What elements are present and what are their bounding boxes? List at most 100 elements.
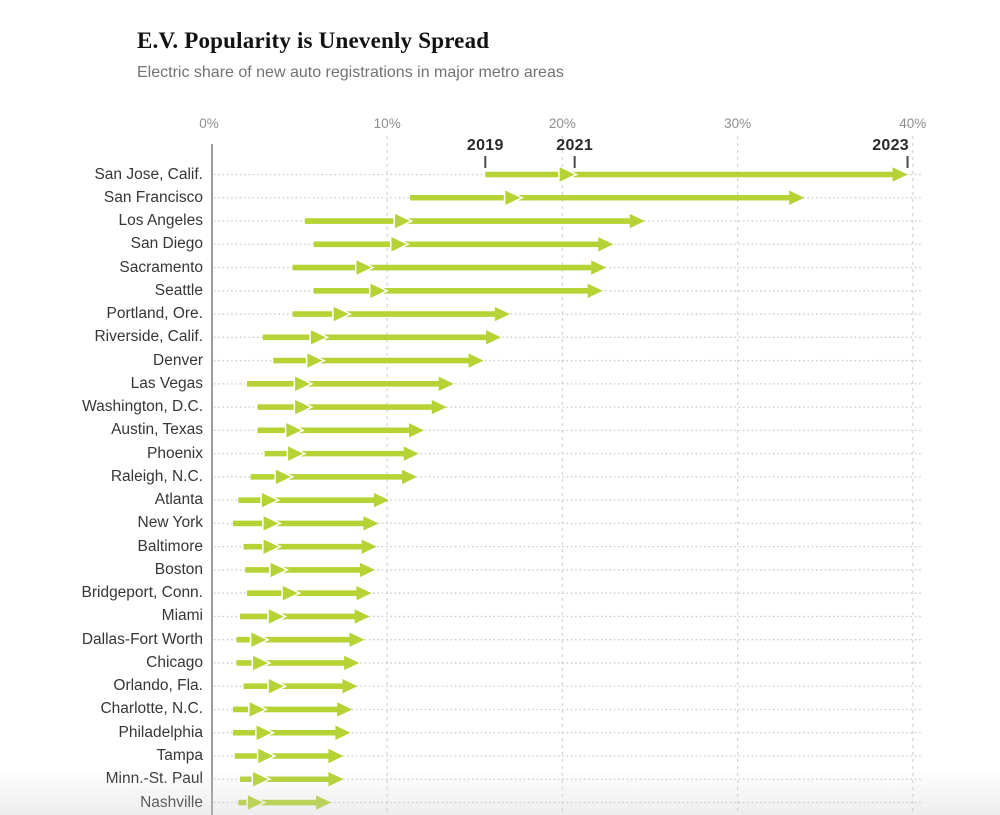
arrow-row-austin-texas [214,420,921,440]
arrow-row-sacramento [214,257,921,278]
arrowhead-2023 [373,492,389,508]
arrowhead-2023 [892,167,908,182]
arrow-row-las-vegas [214,374,921,394]
arrowhead-2023 [316,795,332,810]
arrowhead-2023 [328,748,344,764]
arrowhead-2021 [558,164,579,185]
row-label-new-york: New York [137,514,203,532]
arrow-row-tampa [214,746,921,766]
row-label-baltimore: Baltimore [137,537,203,555]
arrowhead-2021 [368,281,389,301]
row-label-dallas-fort-worth: Dallas-Fort Worth [81,630,203,648]
arrowhead-2021 [256,746,277,766]
arrowhead-2021 [284,420,305,440]
arrow-row-boston [214,560,921,580]
row-label-charlotte-n-c: Charlotte, N.C. [100,700,203,718]
row-label-raleigh-n-c: Raleigh, N.C. [110,467,203,485]
arrowhead-2023 [438,376,454,392]
arrowhead-2021 [293,397,314,417]
row-label-nashville: Nashville [140,793,203,811]
arrow-row-washington-d-c [214,397,921,417]
arrowhead-2021 [249,630,270,650]
row-label-san-diego: San Diego [130,235,203,253]
arrowhead-2023 [359,562,375,578]
row-label-san-jose-calif: San Jose, Calif. [94,165,203,183]
row-label-phoenix: Phoenix [146,444,203,462]
arrowhead-2021 [286,444,307,464]
arrowhead-2023 [401,469,417,485]
arrow-row-san-francisco [214,188,921,208]
arrowhead-2023 [363,516,379,531]
arrowhead-2021 [293,374,314,394]
chart-title: E.V. Popularity is Unevenly Spread [137,28,490,53]
arrowhead-2023 [468,353,484,368]
arrowhead-2023 [789,190,805,205]
row-label-seattle: Seattle [154,281,203,299]
row-label-bridgeport-conn: Bridgeport, Conn. [81,584,204,602]
arrow-row-philadelphia [214,723,921,743]
row-label-austin-texas: Austin, Texas [111,421,203,439]
arrowhead-2021 [332,304,353,324]
row-label-washington-d-c: Washington, D.C. [82,398,203,416]
row-label-minn-st-paul: Minn.-St. Paul [105,770,203,788]
row-label-portland-ore: Portland, Ore. [106,305,204,323]
arrowhead-2021 [246,792,267,813]
arrow-row-raleigh-n-c [214,467,921,487]
row-label-philadelphia: Philadelphia [118,723,203,741]
arrowhead-2021 [503,188,524,208]
arrow-row-los-angeles [214,211,921,231]
arrowhead-2021 [251,769,272,789]
arrowhead-2021 [305,350,326,371]
row-label-san-francisco: San Francisco [103,188,203,206]
arrowhead-2021 [393,211,414,231]
arrow-row-san-diego [214,234,921,254]
x-tick-label-30%: 30% [724,116,752,131]
x-tick-label-40%: 40% [899,116,927,131]
row-label-riverside-calif: Riverside, Calif. [94,328,203,346]
year-marker-label-2021: 2021 [556,137,594,154]
arrowhead-2023 [408,423,424,438]
arrow-row-minn-st-paul [214,769,921,789]
year-marker-label-2019: 2019 [466,137,504,154]
arrow-row-miami [214,606,921,627]
arrowhead-2023 [598,237,614,252]
x-tick-label-10%: 10% [373,116,401,131]
arrowhead-2023 [361,539,377,554]
arrow-row-orlando-fla [214,676,921,696]
arrowhead-2021 [267,606,288,627]
arrowhead-2023 [342,679,358,694]
arrowhead-2023 [431,399,447,415]
arrow-row-dallas-fort-worth [214,630,921,650]
row-label-boston: Boston [154,560,203,578]
row-label-los-angeles: Los Angeles [118,212,203,230]
arrowhead-2023 [486,330,502,345]
arrow-row-seattle [214,281,921,301]
arrow-row-baltimore [214,537,921,557]
x-tick-label-0%: 0% [199,116,219,131]
arrowhead-2021 [269,560,290,580]
row-label-denver: Denver [153,351,203,369]
row-label-atlanta: Atlanta [154,491,203,509]
row-label-tampa: Tampa [156,747,203,764]
arrowhead-2021 [267,676,288,696]
chart-subtitle: Electric share of new auto registrations… [137,64,564,81]
arrowhead-2021 [260,490,281,510]
arrowhead-2021 [262,537,283,557]
arrowhead-2023 [354,609,370,624]
arrow-row-riverside-calif [214,327,921,347]
arrow-row-bridgeport-conn [214,583,921,603]
arrowhead-2021 [274,467,295,487]
arrowhead-2023 [629,213,645,229]
arrow-row-nashville [214,792,921,813]
arrow-row-charlotte-n-c [214,699,921,720]
arrow-row-chicago [214,653,921,673]
arrowhead-2023 [349,632,365,647]
row-label-orlando-fla: Orlando, Fla. [113,677,203,695]
arrow-row-denver [214,350,921,371]
arrowhead-2021 [262,513,283,533]
arrow-row-portland-ore [214,304,921,324]
arrow-row-phoenix [214,444,921,464]
x-tick-label-20%: 20% [548,116,576,131]
arrowhead-2021 [281,583,302,603]
arrowhead-2023 [337,702,353,717]
